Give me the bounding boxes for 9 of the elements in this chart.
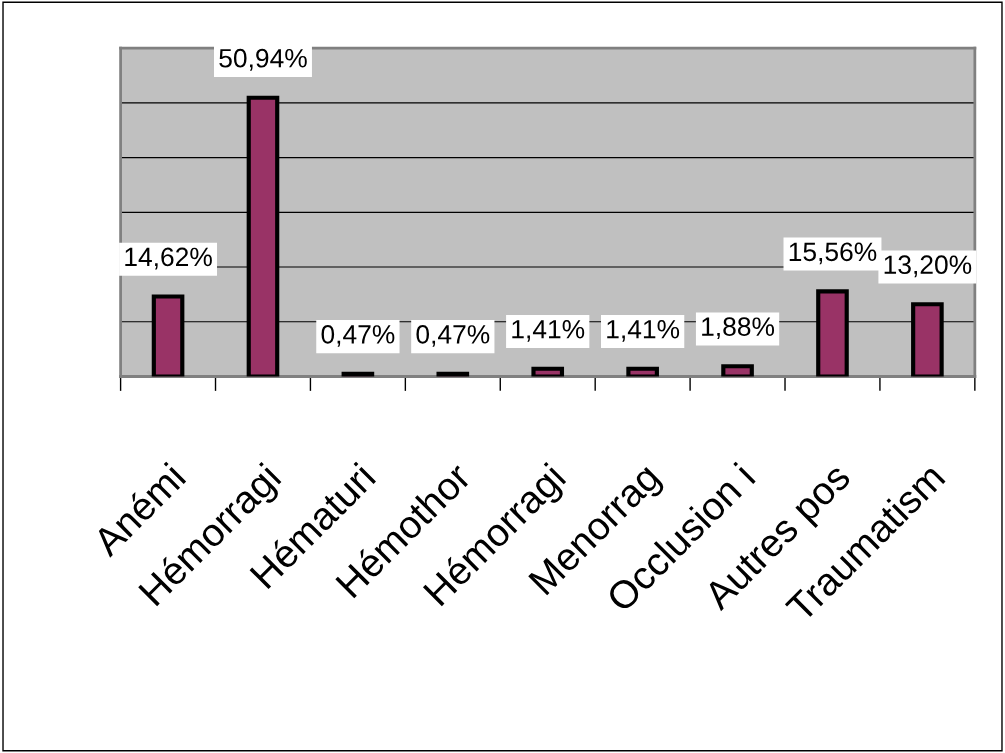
- data-label: 15,56%: [789, 242, 877, 265]
- data-label: 1,41%: [607, 320, 680, 342]
- data-label: 1,88%: [702, 317, 775, 340]
- data-label: 0,47%: [321, 325, 395, 347]
- data-label: 50,94%: [219, 48, 307, 71]
- data-label: 14,62%: [125, 247, 212, 270]
- data-label: 0,47%: [416, 325, 490, 347]
- data-label: 13,20%: [884, 255, 972, 278]
- data-label: 1,41%: [512, 320, 585, 342]
